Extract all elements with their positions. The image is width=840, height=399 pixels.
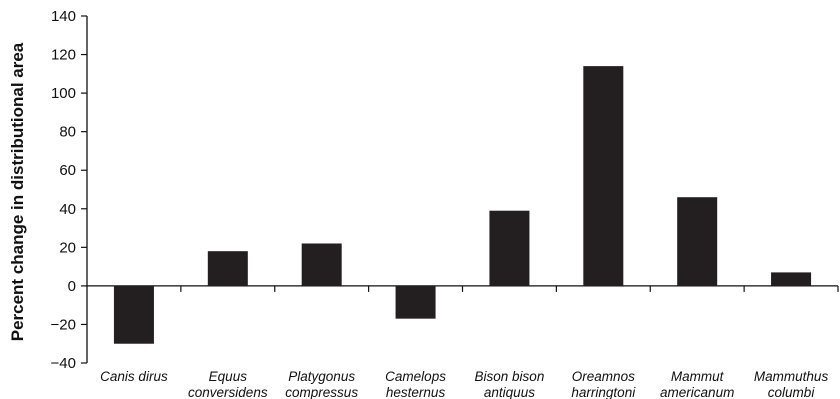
x-category-label: Mammuthus bbox=[754, 369, 829, 384]
x-category-label: Platygonus bbox=[288, 369, 355, 384]
y-axis-title: Percent change in distributional area bbox=[8, 42, 27, 341]
y-tick-label: 80 bbox=[59, 124, 76, 141]
x-category-label: columbi bbox=[768, 385, 816, 399]
bar bbox=[489, 210, 530, 286]
bars bbox=[113, 66, 812, 344]
bar bbox=[113, 285, 154, 344]
x-category-label: americanum bbox=[660, 385, 734, 399]
bar bbox=[583, 66, 624, 286]
x-category-label: Mammut bbox=[671, 369, 725, 384]
x-category-label: compressus bbox=[285, 385, 358, 399]
x-category-label: Canis dirus bbox=[100, 369, 168, 384]
y-tick-label: 60 bbox=[59, 162, 76, 179]
x-category-label: Camelops bbox=[385, 369, 446, 384]
axes bbox=[86, 16, 839, 363]
y-tick-label: 100 bbox=[51, 85, 76, 102]
x-category-label: Oreamnos bbox=[572, 369, 635, 384]
y-tick-label: 20 bbox=[59, 239, 76, 256]
bar bbox=[301, 243, 342, 286]
y-tick-label: 120 bbox=[51, 47, 76, 64]
y-tick-label: −40 bbox=[51, 355, 76, 372]
y-tick-label: 40 bbox=[59, 201, 76, 218]
x-category-label: conversidens bbox=[188, 385, 268, 399]
bar bbox=[771, 272, 812, 286]
y-tick-label: 140 bbox=[51, 8, 76, 25]
y-tick-label: −20 bbox=[51, 316, 76, 333]
x-category-labels: Canis dirus EquusconversidensPlatygonusco… bbox=[100, 369, 828, 399]
y-tick-label: 0 bbox=[68, 278, 76, 295]
bar bbox=[395, 285, 436, 319]
x-category-label: hesternus bbox=[386, 385, 446, 399]
x-category-label: harringtoni bbox=[571, 385, 636, 399]
bar bbox=[207, 251, 248, 286]
bar bbox=[677, 197, 718, 286]
y-axis-title-group: Percent change in distributional area bbox=[8, 42, 27, 341]
x-category-label: Equus bbox=[209, 369, 248, 384]
y-ticks: −40 −20 0 20 40 60 80 100 120 140 bbox=[51, 8, 87, 372]
x-category-label: Bison bison bbox=[475, 369, 545, 384]
x-category-label: antiquus bbox=[484, 385, 535, 399]
